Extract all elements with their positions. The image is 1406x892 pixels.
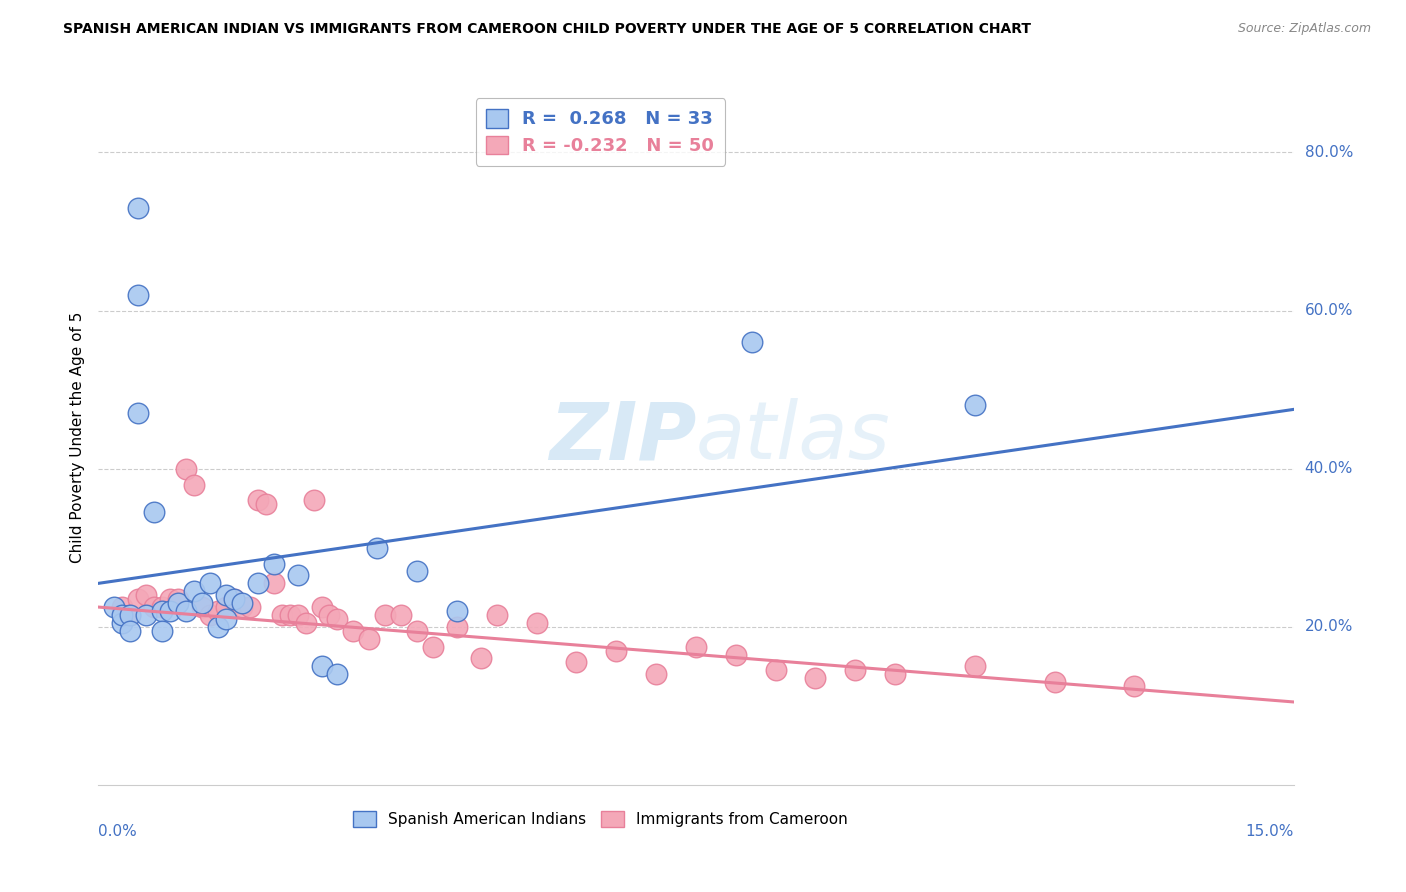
Point bbox=[1123, 679, 1146, 693]
Point bbox=[127, 201, 149, 215]
Point bbox=[302, 493, 325, 508]
Point bbox=[127, 406, 149, 420]
Point bbox=[294, 615, 316, 630]
Point bbox=[174, 461, 197, 475]
Point bbox=[167, 596, 190, 610]
Point bbox=[127, 287, 149, 301]
Point bbox=[526, 615, 548, 630]
Point bbox=[446, 620, 468, 634]
Text: 0.0%: 0.0% bbox=[98, 824, 138, 838]
Text: SPANISH AMERICAN INDIAN VS IMMIGRANTS FROM CAMEROON CHILD POVERTY UNDER THE AGE : SPANISH AMERICAN INDIAN VS IMMIGRANTS FR… bbox=[63, 22, 1031, 37]
Point bbox=[167, 592, 190, 607]
Y-axis label: Child Poverty Under the Age of 5: Child Poverty Under the Age of 5 bbox=[69, 311, 84, 563]
Text: Source: ZipAtlas.com: Source: ZipAtlas.com bbox=[1237, 22, 1371, 36]
Point bbox=[311, 600, 333, 615]
Point bbox=[103, 600, 125, 615]
Point bbox=[278, 607, 301, 622]
Point bbox=[485, 607, 508, 622]
Text: 15.0%: 15.0% bbox=[1246, 824, 1294, 838]
Point bbox=[231, 600, 253, 615]
Point bbox=[246, 493, 269, 508]
Point bbox=[150, 604, 173, 618]
Point bbox=[287, 568, 309, 582]
Point bbox=[342, 624, 364, 638]
Point bbox=[389, 607, 412, 622]
Point bbox=[422, 640, 444, 654]
Point bbox=[374, 607, 396, 622]
Point bbox=[565, 656, 588, 670]
Point bbox=[470, 651, 492, 665]
Point bbox=[318, 607, 340, 622]
Point bbox=[143, 505, 166, 519]
Point bbox=[446, 604, 468, 618]
Point bbox=[406, 565, 429, 579]
Point bbox=[143, 600, 166, 615]
Point bbox=[198, 576, 221, 591]
Point bbox=[215, 600, 238, 615]
Point bbox=[135, 607, 157, 622]
Text: atlas: atlas bbox=[696, 398, 891, 476]
Point bbox=[270, 607, 292, 622]
Point bbox=[159, 592, 181, 607]
Point bbox=[159, 604, 181, 618]
Legend: Spanish American Indians, Immigrants from Cameroon: Spanish American Indians, Immigrants fro… bbox=[346, 805, 855, 833]
Point bbox=[765, 663, 787, 677]
Point bbox=[207, 604, 229, 618]
Point bbox=[685, 640, 707, 654]
Point bbox=[111, 615, 134, 630]
Point bbox=[127, 592, 149, 607]
Point bbox=[215, 612, 238, 626]
Point bbox=[1043, 675, 1066, 690]
Point bbox=[150, 600, 173, 615]
Text: ZIP: ZIP bbox=[548, 398, 696, 476]
Point bbox=[183, 584, 205, 599]
Point bbox=[120, 607, 142, 622]
Point bbox=[804, 671, 827, 685]
Point bbox=[174, 604, 197, 618]
Point bbox=[724, 648, 747, 662]
Text: 60.0%: 60.0% bbox=[1305, 303, 1353, 318]
Point bbox=[326, 667, 349, 681]
Point bbox=[741, 335, 763, 350]
Point bbox=[366, 541, 388, 555]
Point bbox=[150, 624, 173, 638]
Point bbox=[645, 667, 668, 681]
Point bbox=[222, 592, 245, 607]
Point bbox=[844, 663, 866, 677]
Point bbox=[359, 632, 381, 646]
Point bbox=[239, 600, 262, 615]
Point bbox=[406, 624, 429, 638]
Point bbox=[120, 607, 142, 622]
Point bbox=[246, 576, 269, 591]
Point bbox=[207, 620, 229, 634]
Point bbox=[254, 497, 277, 511]
Point bbox=[191, 600, 214, 615]
Point bbox=[135, 588, 157, 602]
Point bbox=[311, 659, 333, 673]
Point bbox=[183, 477, 205, 491]
Point bbox=[963, 659, 986, 673]
Point bbox=[120, 624, 142, 638]
Point bbox=[191, 596, 214, 610]
Point bbox=[222, 592, 245, 607]
Point bbox=[884, 667, 907, 681]
Point bbox=[231, 596, 253, 610]
Point bbox=[198, 607, 221, 622]
Point bbox=[605, 643, 627, 657]
Point bbox=[326, 612, 349, 626]
Point bbox=[111, 607, 134, 622]
Point bbox=[111, 600, 134, 615]
Point bbox=[215, 588, 238, 602]
Point bbox=[963, 399, 986, 413]
Point bbox=[287, 607, 309, 622]
Point bbox=[263, 576, 285, 591]
Text: 80.0%: 80.0% bbox=[1305, 145, 1353, 160]
Text: 40.0%: 40.0% bbox=[1305, 461, 1353, 476]
Text: 20.0%: 20.0% bbox=[1305, 619, 1353, 634]
Point bbox=[263, 557, 285, 571]
